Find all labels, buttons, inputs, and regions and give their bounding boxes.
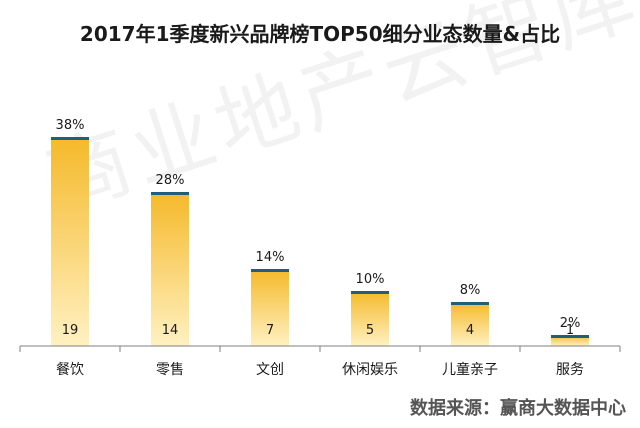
value-label: 5: [366, 323, 374, 338]
value-label: 1: [566, 323, 574, 338]
bar-儿童亲子: [451, 302, 489, 346]
value-label: 19: [62, 323, 79, 338]
bar-餐饮: [51, 137, 89, 346]
value-label: 14: [162, 323, 179, 338]
bar-文创: [251, 269, 289, 346]
data-source-note: 数据来源：赢商大数据中心: [410, 398, 626, 419]
bar-休闲娱乐: [351, 291, 389, 346]
category-label: 餐饮: [56, 362, 84, 378]
bar-cap: [251, 269, 289, 272]
bar-cap: [151, 192, 189, 195]
bar-cap: [451, 302, 489, 305]
bar-零售: [151, 192, 189, 346]
category-label: 服务: [556, 362, 584, 378]
percent-label: 2%: [560, 316, 581, 331]
percent-label: 38%: [56, 118, 85, 133]
percent-label: 14%: [256, 250, 285, 265]
bar-服务: [551, 335, 589, 346]
bar-cap: [551, 335, 589, 338]
chart-title: 2017年1季度新兴品牌榜TOP50细分业态数量&占比: [79, 22, 561, 46]
category-label: 零售: [156, 362, 184, 378]
percent-label: 10%: [356, 272, 385, 287]
bar-cap: [351, 291, 389, 294]
bar-cap: [51, 137, 89, 140]
value-label: 4: [466, 323, 474, 338]
category-label: 休闲娱乐: [342, 362, 398, 378]
percent-label: 28%: [156, 173, 185, 188]
category-label: 文创: [256, 362, 284, 378]
category-label: 儿童亲子: [442, 361, 498, 378]
value-label: 7: [266, 323, 274, 338]
percent-label: 8%: [460, 283, 481, 298]
